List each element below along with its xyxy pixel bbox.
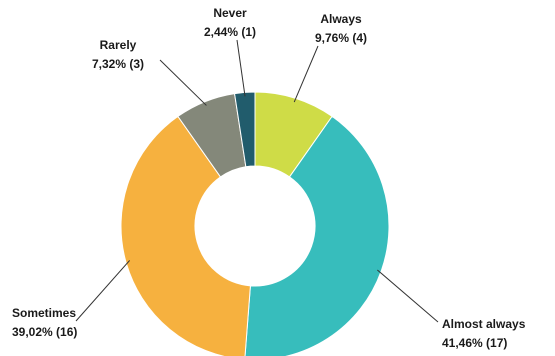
label-almost-always: Almost always 41,46% (17): [442, 317, 526, 350]
label-never: Never 2,44% (1): [204, 6, 256, 39]
label-sometimes-name: Sometimes: [12, 306, 76, 320]
label-always-value: 9,76% (4): [315, 31, 367, 45]
label-never-name: Never: [213, 6, 247, 20]
label-never-value: 2,44% (1): [204, 25, 256, 39]
label-always: Always 9,76% (4): [315, 12, 367, 45]
label-always-name: Always: [320, 12, 362, 26]
label-rarely: Rarely 7,32% (3): [92, 38, 144, 71]
slice-sometimes: [120, 115, 251, 356]
leader-line-sometimes: [75, 260, 131, 322]
leader-line-never: [236, 39, 246, 97]
label-rarely-value: 7,32% (3): [92, 57, 144, 71]
leader-lines-group: [75, 39, 439, 323]
leader-line-almost-always: [377, 269, 439, 323]
label-sometimes: Sometimes 39,02% (16): [12, 306, 77, 339]
slices-group: [120, 91, 390, 356]
label-sometimes-value: 39,02% (16): [12, 325, 77, 339]
slice-almost-always: [244, 115, 390, 356]
label-almost-always-value: 41,46% (17): [442, 336, 507, 350]
leader-line-always: [293, 45, 319, 103]
label-almost-always-name: Almost always: [442, 317, 526, 331]
slice-never: [233, 91, 256, 168]
label-rarely-name: Rarely: [100, 38, 137, 52]
leader-line-rarely: [159, 59, 207, 106]
